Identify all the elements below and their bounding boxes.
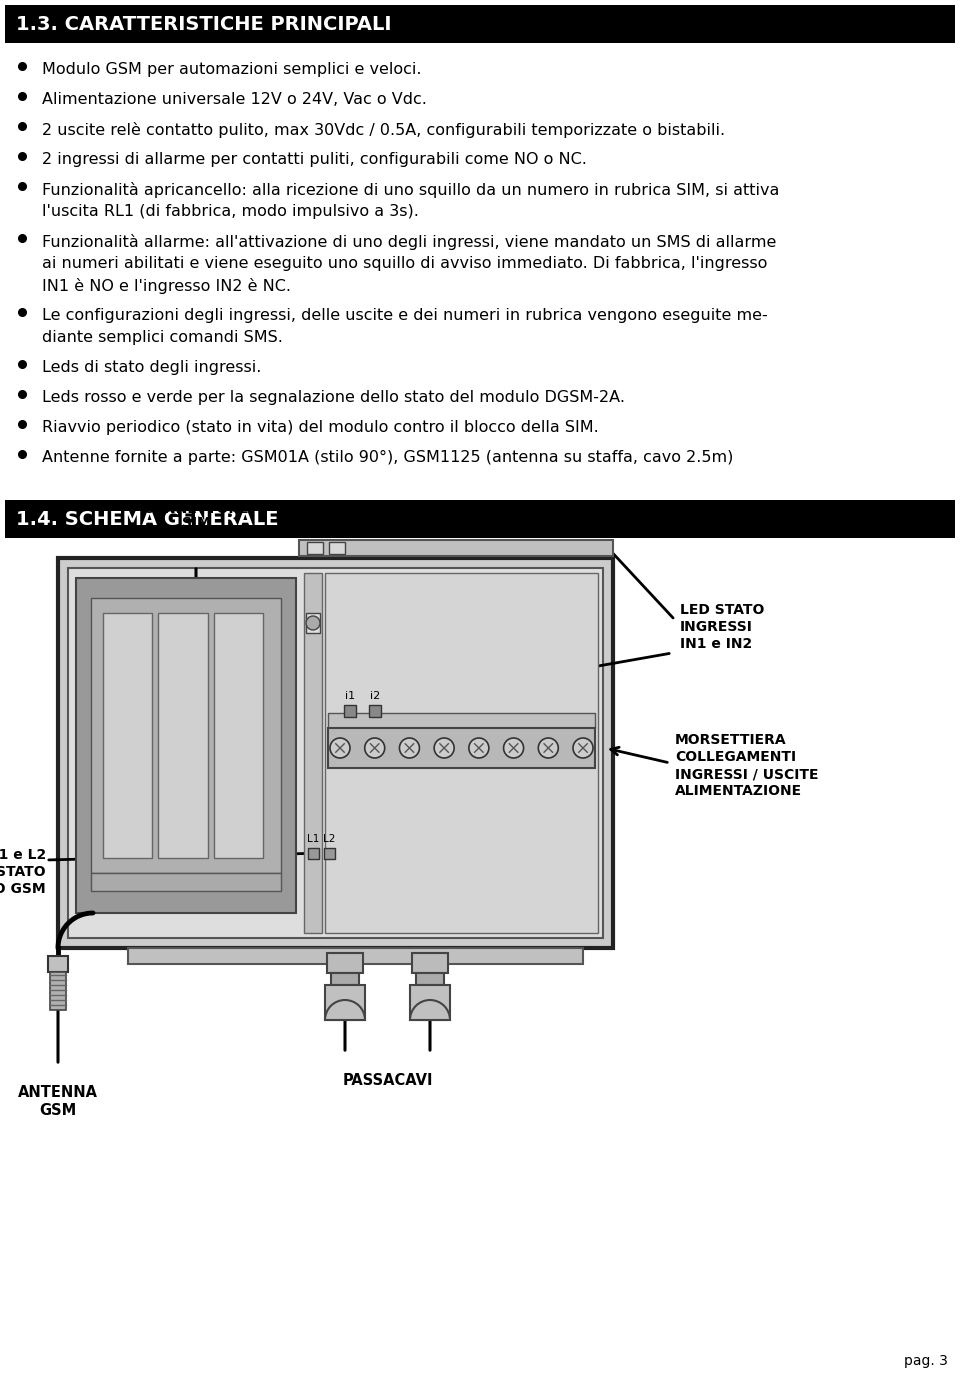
Wedge shape: [325, 1001, 365, 1020]
Bar: [328, 713, 595, 728]
Text: 2 ingressi di allarme per contatti puliti, configurabili come NO o NC.: 2 ingressi di allarme per contatti pulit…: [42, 152, 587, 167]
Text: i1: i1: [345, 691, 355, 701]
Text: SIM: SIM: [181, 515, 210, 531]
Bar: [331, 973, 359, 985]
Bar: [103, 614, 153, 858]
Text: i2: i2: [370, 691, 380, 701]
Bar: [344, 705, 356, 717]
Text: LED STATO: LED STATO: [680, 603, 764, 616]
Bar: [91, 598, 281, 873]
Text: Funzionalità apricancello: alla ricezione di uno squillo da un numero in rubrica: Funzionalità apricancello: alla ricezion…: [42, 182, 780, 198]
Bar: [412, 954, 448, 973]
Text: INGRESSI: INGRESSI: [680, 621, 753, 634]
Text: 1.3. CARATTERISTICHE PRINCIPALI: 1.3. CARATTERISTICHE PRINCIPALI: [16, 14, 392, 33]
Text: ANTENNA: ANTENNA: [18, 1085, 98, 1100]
Bar: [5, 6, 955, 43]
Text: IN1 è NO e l'ingresso IN2 è NC.: IN1 è NO e l'ingresso IN2 è NC.: [42, 278, 291, 294]
Text: MODULO GSM: MODULO GSM: [0, 882, 46, 896]
Text: 2 uscite relè contatto pulito, max 30Vdc / 0.5A, configurabili temporizzate o bi: 2 uscite relè contatto pulito, max 30Vdc…: [42, 122, 725, 138]
Text: L1: L1: [307, 833, 319, 844]
Text: IN1 e IN2: IN1 e IN2: [680, 637, 753, 651]
Bar: [416, 973, 444, 985]
Text: diante semplici comandi SMS.: diante semplici comandi SMS.: [42, 330, 283, 346]
Bar: [328, 728, 595, 768]
Bar: [327, 954, 363, 973]
Bar: [410, 985, 450, 1020]
Text: INGRESSI / USCITE: INGRESSI / USCITE: [675, 767, 819, 781]
Bar: [214, 614, 263, 858]
Text: Riavvio periodico (stato in vita) del modulo contro il blocco della SIM.: Riavvio periodico (stato in vita) del mo…: [42, 420, 599, 435]
Text: MORSETTIERA: MORSETTIERA: [675, 732, 786, 748]
Circle shape: [573, 738, 593, 757]
Text: STATO: STATO: [0, 865, 46, 879]
Bar: [68, 568, 603, 938]
Text: Funzionalità allarme: all'attivazione di uno degli ingressi, viene mandato un SM: Funzionalità allarme: all'attivazione di…: [42, 234, 777, 250]
Circle shape: [330, 738, 350, 757]
Bar: [307, 542, 323, 554]
Bar: [306, 614, 320, 633]
Bar: [50, 972, 66, 1010]
Text: Alimentazione universale 12V o 24V, Vac o Vdc.: Alimentazione universale 12V o 24V, Vac …: [42, 93, 427, 106]
Circle shape: [468, 738, 489, 757]
Text: Leds rosso e verde per la segnalazione dello stato del modulo DGSM-2A.: Leds rosso e verde per la segnalazione d…: [42, 390, 625, 405]
Bar: [48, 956, 68, 972]
Text: PASSACAVI: PASSACAVI: [343, 1072, 433, 1088]
Bar: [304, 574, 322, 933]
Circle shape: [365, 738, 385, 757]
Bar: [325, 574, 598, 933]
Text: COLLEGAMENTI: COLLEGAMENTI: [675, 750, 796, 764]
Text: Le configurazioni degli ingressi, delle uscite e dei numeri in rubrica vengono e: Le configurazioni degli ingressi, delle …: [42, 308, 768, 323]
Text: Leds di stato degli ingressi.: Leds di stato degli ingressi.: [42, 359, 261, 375]
Text: 1.4. SCHEMA GENERALE: 1.4. SCHEMA GENERALE: [16, 510, 278, 528]
Bar: [128, 948, 583, 965]
Bar: [76, 578, 296, 914]
Circle shape: [434, 738, 454, 757]
Wedge shape: [410, 1001, 450, 1020]
Bar: [5, 500, 955, 538]
Bar: [91, 873, 281, 891]
Text: ai numeri abilitati e viene eseguito uno squillo di avviso immediato. Di fabbric: ai numeri abilitati e viene eseguito uno…: [42, 256, 767, 271]
Text: L2: L2: [323, 833, 335, 844]
Circle shape: [399, 738, 420, 757]
Text: CONNETTORE: CONNETTORE: [143, 502, 250, 515]
Bar: [299, 540, 613, 556]
Text: pag. 3: pag. 3: [904, 1354, 948, 1368]
Text: Modulo GSM per automazioni semplici e veloci.: Modulo GSM per automazioni semplici e ve…: [42, 62, 421, 77]
Bar: [308, 849, 319, 860]
Circle shape: [306, 616, 320, 630]
Bar: [58, 558, 613, 948]
Circle shape: [504, 738, 523, 757]
Text: ALIMENTAZIONE: ALIMENTAZIONE: [675, 784, 803, 797]
Text: GSM: GSM: [39, 1103, 77, 1118]
Circle shape: [539, 738, 559, 757]
Bar: [158, 614, 207, 858]
Bar: [329, 542, 345, 554]
Bar: [324, 849, 335, 860]
Text: LED L1 e L2: LED L1 e L2: [0, 849, 46, 862]
Text: l'uscita RL1 (di fabbrica, modo impulsivo a 3s).: l'uscita RL1 (di fabbrica, modo impulsiv…: [42, 205, 419, 218]
Text: Antenne fornite a parte: GSM01A (stilo 90°), GSM1125 (antenna su staffa, cavo 2.: Antenne fornite a parte: GSM01A (stilo 9…: [42, 451, 733, 464]
Bar: [369, 705, 381, 717]
Bar: [325, 985, 365, 1020]
